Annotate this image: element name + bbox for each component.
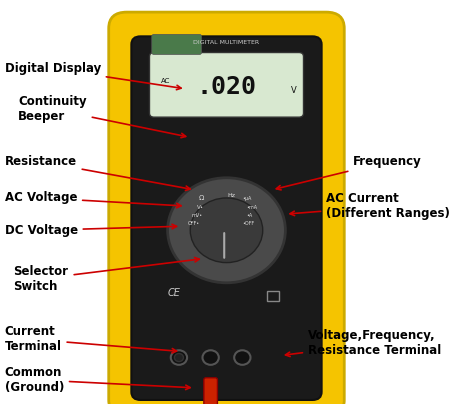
- FancyBboxPatch shape: [149, 53, 303, 117]
- Text: Voltage,Frequency,
Resistance Terminal: Voltage,Frequency, Resistance Terminal: [285, 329, 441, 358]
- Text: Hz: Hz: [227, 193, 235, 198]
- Text: Frequency: Frequency: [276, 155, 422, 190]
- Text: mV•: mV•: [192, 213, 203, 218]
- Circle shape: [190, 198, 263, 263]
- FancyBboxPatch shape: [204, 378, 218, 404]
- Text: AC Voltage: AC Voltage: [5, 191, 181, 208]
- Text: •OFF: •OFF: [242, 221, 254, 225]
- Text: DC Voltage: DC Voltage: [5, 224, 176, 237]
- Text: Digital Display: Digital Display: [5, 62, 181, 90]
- Text: •μA: •μA: [242, 196, 252, 201]
- Circle shape: [168, 178, 285, 283]
- Text: CE: CE: [168, 288, 181, 298]
- FancyBboxPatch shape: [152, 34, 201, 55]
- Text: V: V: [291, 86, 297, 95]
- Circle shape: [202, 350, 219, 365]
- Text: V•: V•: [197, 205, 204, 210]
- Text: Continuity
Beeper: Continuity Beeper: [18, 95, 186, 138]
- Circle shape: [234, 350, 250, 365]
- Text: •mA: •mA: [246, 205, 257, 210]
- Text: Resistance: Resistance: [5, 155, 190, 190]
- Text: Selector
Switch: Selector Switch: [14, 257, 199, 293]
- Text: Common
(Ground): Common (Ground): [5, 366, 190, 394]
- Circle shape: [171, 350, 187, 365]
- FancyBboxPatch shape: [109, 12, 344, 404]
- Text: AC Current
(Different Ranges): AC Current (Different Ranges): [290, 192, 450, 220]
- Text: •A: •A: [246, 213, 252, 218]
- Text: DIGITAL MULTIMETER: DIGITAL MULTIMETER: [193, 40, 260, 45]
- Circle shape: [174, 354, 183, 362]
- Text: Ω: Ω: [199, 195, 204, 201]
- Text: AC: AC: [161, 78, 170, 84]
- Text: OFF•: OFF•: [188, 221, 200, 225]
- FancyBboxPatch shape: [131, 36, 322, 400]
- Text: .020: .020: [197, 75, 256, 99]
- Text: Current
Terminal: Current Terminal: [5, 325, 177, 354]
